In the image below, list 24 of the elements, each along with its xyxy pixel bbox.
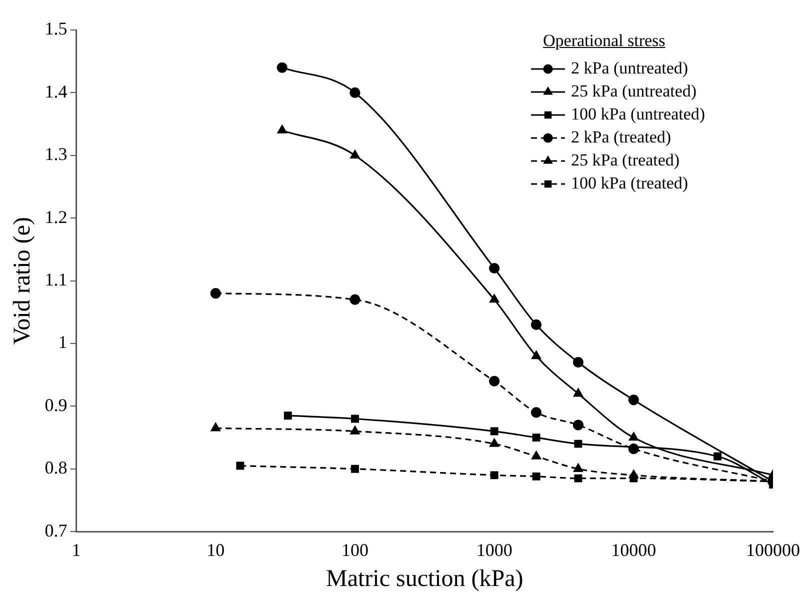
legend-title: Operational stress bbox=[543, 31, 666, 51]
y-tick-label: 1.3 bbox=[44, 144, 68, 164]
y-axis-title: Void ratio (e) bbox=[10, 217, 36, 345]
legend-label: 25 kPa (treated) bbox=[571, 150, 680, 170]
legend-label: 25 kPa (untreated) bbox=[571, 81, 697, 100]
x-tick-label: 100000 bbox=[746, 540, 800, 560]
y-tick-label: 0.7 bbox=[44, 520, 68, 540]
x-tick-label: 1 bbox=[72, 540, 81, 560]
legend-label: 2 kPa (untreated) bbox=[571, 58, 688, 78]
y-tick-label: 1.5 bbox=[44, 18, 68, 39]
x-tick-label: 1000 bbox=[476, 540, 512, 560]
x-tick-label: 10 bbox=[206, 540, 225, 560]
y-tick-label: 0.8 bbox=[44, 458, 68, 478]
y-tick-label: 1.4 bbox=[44, 81, 68, 102]
y-tick-label: 1 bbox=[58, 332, 68, 352]
y-tick-label: 0.9 bbox=[44, 394, 68, 415]
legend-label: 2 kPa (treated) bbox=[571, 127, 672, 146]
y-tick-label: 1.2 bbox=[44, 206, 68, 227]
x-tick-label: 100 bbox=[341, 540, 368, 560]
y-tick-label: 1.1 bbox=[44, 270, 68, 290]
legend-label: 100 kPa (untreated) bbox=[571, 104, 706, 124]
x-axis-title: Matric suction (kPa) bbox=[326, 566, 524, 592]
legend-label: 100 kPa (treated) bbox=[571, 173, 688, 192]
x-tick-label: 10000 bbox=[611, 540, 656, 560]
